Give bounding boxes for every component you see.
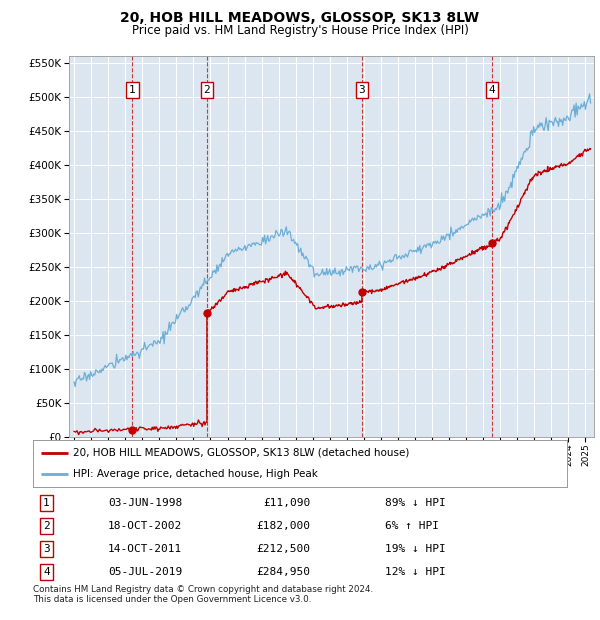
Text: 6% ↑ HPI: 6% ↑ HPI bbox=[385, 521, 439, 531]
Text: 20, HOB HILL MEADOWS, GLOSSOP, SK13 8LW (detached house): 20, HOB HILL MEADOWS, GLOSSOP, SK13 8LW … bbox=[73, 448, 409, 458]
Text: 1: 1 bbox=[129, 85, 136, 95]
Text: 05-JUL-2019: 05-JUL-2019 bbox=[108, 567, 182, 577]
Text: 20, HOB HILL MEADOWS, GLOSSOP, SK13 8LW: 20, HOB HILL MEADOWS, GLOSSOP, SK13 8LW bbox=[121, 11, 479, 25]
Text: £212,500: £212,500 bbox=[257, 544, 311, 554]
Text: Price paid vs. HM Land Registry's House Price Index (HPI): Price paid vs. HM Land Registry's House … bbox=[131, 24, 469, 37]
Text: 4: 4 bbox=[43, 567, 50, 577]
Text: HPI: Average price, detached house, High Peak: HPI: Average price, detached house, High… bbox=[73, 469, 318, 479]
Text: 03-JUN-1998: 03-JUN-1998 bbox=[108, 498, 182, 508]
Text: 2: 2 bbox=[43, 521, 50, 531]
Text: 89% ↓ HPI: 89% ↓ HPI bbox=[385, 498, 446, 508]
Text: 18-OCT-2002: 18-OCT-2002 bbox=[108, 521, 182, 531]
Text: 2: 2 bbox=[203, 85, 210, 95]
Text: 3: 3 bbox=[43, 544, 50, 554]
Text: 12% ↓ HPI: 12% ↓ HPI bbox=[385, 567, 446, 577]
Text: 19% ↓ HPI: 19% ↓ HPI bbox=[385, 544, 446, 554]
Text: Contains HM Land Registry data © Crown copyright and database right 2024.
This d: Contains HM Land Registry data © Crown c… bbox=[33, 585, 373, 604]
Text: £11,090: £11,090 bbox=[263, 498, 311, 508]
Text: £284,950: £284,950 bbox=[257, 567, 311, 577]
Text: 1: 1 bbox=[43, 498, 50, 508]
Text: 3: 3 bbox=[358, 85, 365, 95]
Text: 4: 4 bbox=[488, 85, 495, 95]
Text: £182,000: £182,000 bbox=[257, 521, 311, 531]
Text: 14-OCT-2011: 14-OCT-2011 bbox=[108, 544, 182, 554]
